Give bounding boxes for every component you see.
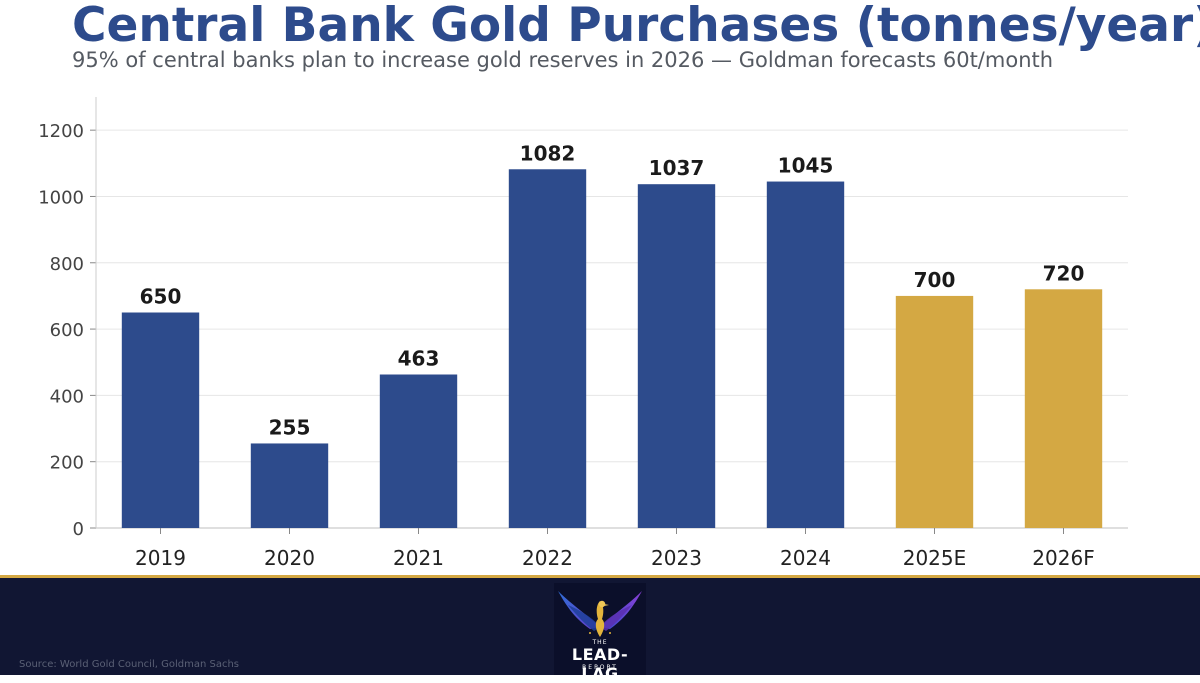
y-tick-label: 0: [73, 519, 84, 540]
bar-2024: [766, 181, 845, 529]
x-tick-label: 2019: [135, 546, 186, 570]
bar-2023: [637, 184, 716, 528]
bar-2021: [379, 374, 458, 528]
x-tick-label: 2021: [393, 546, 444, 570]
y-tick-label: 800: [50, 254, 84, 275]
bar-2026f: [1024, 289, 1103, 528]
x-tick-label: 2025E: [903, 546, 967, 570]
phoenix-icon: [558, 591, 642, 637]
x-tick-label: 2026F: [1032, 546, 1094, 570]
y-tick-label: 1000: [38, 187, 84, 208]
x-tick-label: 2022: [522, 546, 573, 570]
bar-2020: [250, 443, 329, 528]
data-label: 650: [140, 285, 182, 309]
y-tick-label: 600: [50, 320, 84, 341]
logo-line-report: REPORT: [582, 664, 618, 671]
x-tick-label: 2023: [651, 546, 702, 570]
y-tick-label: 400: [50, 386, 84, 407]
chart-title: Central Bank Gold Purchases (tonnes/year…: [72, 0, 1200, 53]
data-label: 1037: [649, 156, 705, 180]
data-label: 1082: [520, 141, 576, 165]
bars: [121, 169, 1103, 529]
data-labels: 650 255 463 1082 1037 1045 700 720: [140, 141, 1085, 439]
y-tick-label: 1200: [38, 121, 84, 142]
lead-lag-logo[interactable]: THE LEAD-LAG REPORT: [554, 583, 646, 683]
bar-2025e: [895, 295, 974, 528]
x-tick-label: 2020: [264, 546, 315, 570]
footer-bar: Source: World Gold Council, Goldman Sach…: [0, 575, 1200, 683]
source-note: Source: World Gold Council, Goldman Sach…: [19, 659, 239, 670]
x-tick-label: 2024: [780, 546, 831, 570]
data-label: 700: [914, 268, 956, 292]
data-label: 255: [269, 415, 311, 439]
data-label: 720: [1043, 261, 1085, 285]
data-label: 1045: [778, 154, 834, 178]
y-tick-label: 200: [50, 453, 84, 474]
chart-subtitle: 95% of central banks plan to increase go…: [72, 48, 1054, 72]
logo-line-the: THE: [592, 639, 608, 646]
data-label: 463: [398, 346, 440, 370]
bar-chart: 0 200 400 600 800 1000 1200 2019 2020 2021 2022 202…: [38, 97, 1128, 570]
bar-2019: [121, 312, 200, 528]
bar-2022: [508, 169, 587, 528]
